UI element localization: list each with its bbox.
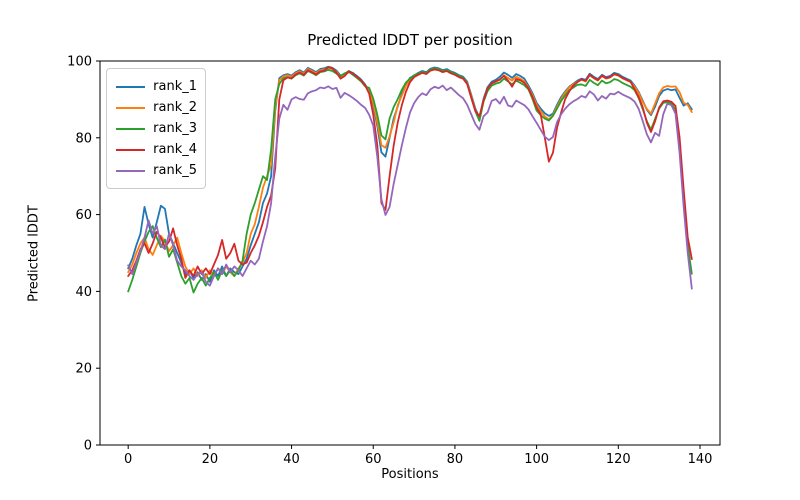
legend-line-swatch [116,127,146,130]
legend-label: rank_3 [153,121,197,136]
legend-label: rank_5 [153,163,197,178]
legend-label: rank_4 [153,142,197,157]
legend: rank_1 rank_2 rank_3 rank_4 rank_5 [106,68,206,189]
x-tick-label: 120 [606,452,631,467]
legend-item-rank_5: rank_5 [116,160,197,181]
legend-item-rank_3: rank_3 [116,118,197,139]
legend-item-rank_1: rank_1 [116,76,197,97]
legend-line-swatch [116,106,146,109]
legend-line-swatch [116,85,146,88]
chart-title: Predicted lDDT per position [307,31,513,49]
series-line-rank_5 [127,84,693,290]
x-tick-label: 100 [524,452,549,467]
y-axis-label: Predicted lDDT [26,205,42,302]
x-axis-label: Positions [381,467,439,482]
x-tick-label: 0 [124,452,132,467]
y-tick-label: 60 [75,208,92,223]
legend-item-rank_4: rank_4 [116,139,197,160]
x-tick-label: 140 [688,452,713,467]
legend-line-swatch [116,169,146,172]
x-tick-label: 80 [447,452,464,467]
y-tick-label: 0 [84,439,92,454]
y-tick-label: 100 [67,55,92,70]
x-tick-label: 40 [283,452,300,467]
y-tick-label: 40 [75,285,92,300]
legend-label: rank_1 [153,79,197,94]
legend-item-rank_2: rank_2 [116,97,197,118]
legend-label: rank_2 [153,100,197,115]
y-tick-label: 80 [75,131,92,146]
series-line-rank_4 [127,66,693,279]
series-line-rank_3 [127,67,693,294]
legend-line-swatch [116,148,146,151]
x-tick-label: 20 [202,452,219,467]
x-tick-label: 60 [365,452,382,467]
y-tick-label: 20 [75,362,92,377]
